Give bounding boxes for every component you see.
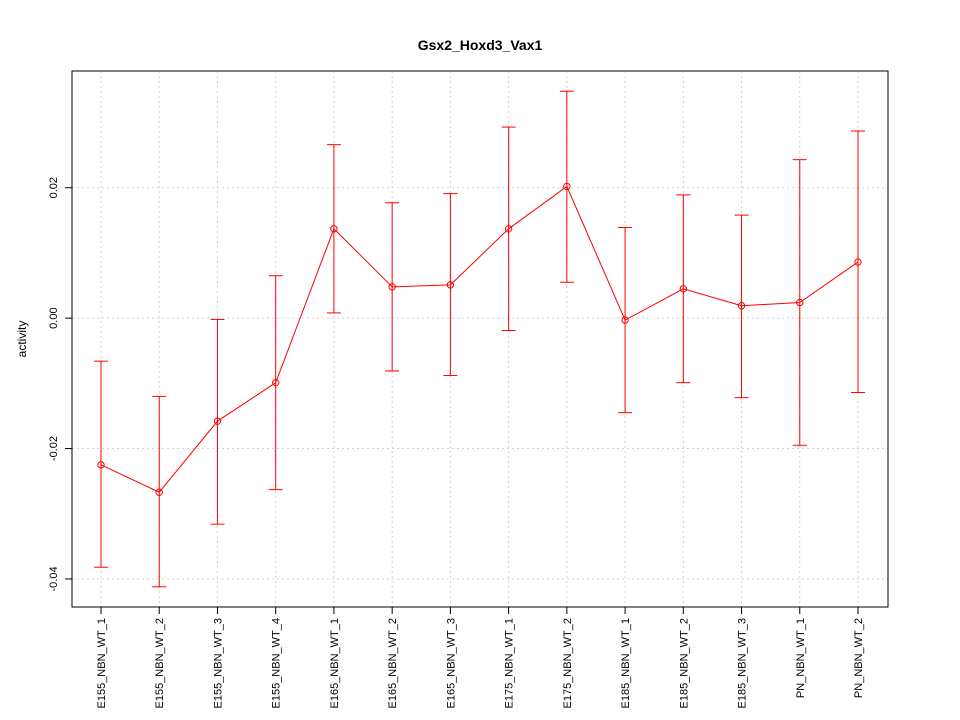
x-axis: E155_NBN_WT_1 E155_NBN_WT_2 E155_NBN_WT_3 E… (96, 607, 865, 709)
x-tick-label: E185_NBN_WT_1 (620, 618, 632, 709)
series-line (100, 185, 859, 493)
x-tick-label: PN_NBN_WT_1 (795, 618, 807, 698)
x-tick-label: E165_NBN_WT_2 (387, 618, 399, 709)
x-tick-label: E155_NBN_WT_3 (212, 618, 224, 709)
x-tick-label: E175_NBN_WT_2 (562, 618, 574, 709)
data-point (213, 417, 222, 425)
data-point (271, 378, 280, 387)
data-point (97, 461, 105, 469)
y-tick-label: 0.02 (48, 177, 60, 198)
data-point (388, 283, 396, 291)
data-point (563, 182, 571, 191)
series (94, 90, 865, 588)
y-axis-label: activity (15, 321, 29, 358)
x-tick-label: E155_NBN_WT_1 (96, 618, 108, 709)
y-tick-label: -0.04 (48, 566, 60, 591)
data-point (796, 298, 804, 307)
data-point (621, 316, 629, 324)
y-tick-label: 0.00 (48, 307, 60, 328)
data-point (737, 302, 746, 310)
data-point (446, 281, 455, 289)
x-tick-label: E175_NBN_WT_1 (504, 618, 516, 709)
grid (72, 71, 888, 607)
y-axis: -0.04 -0.02 0.00 0.02 (48, 177, 72, 592)
data-point (679, 285, 688, 293)
x-tick-label: PN_NBN_WT_2 (853, 618, 865, 698)
x-tick-label: E165_NBN_WT_3 (445, 618, 457, 709)
data-point (854, 258, 862, 266)
chart-title: Gsx2_Hoxd3_Vax1 (418, 37, 543, 53)
x-tick-label: E185_NBN_WT_3 (737, 618, 749, 709)
x-tick-label: E155_NBN_WT_2 (154, 618, 166, 709)
x-tick-label: E165_NBN_WT_1 (329, 618, 341, 709)
data-point (330, 225, 338, 233)
x-tick-label: E155_NBN_WT_4 (271, 618, 283, 709)
plot-frame (71, 70, 889, 608)
data-point (155, 488, 163, 496)
y-tick-label: -0.02 (48, 436, 60, 461)
x-tick-label: E185_NBN_WT_2 (678, 618, 690, 709)
data-point (504, 225, 513, 233)
